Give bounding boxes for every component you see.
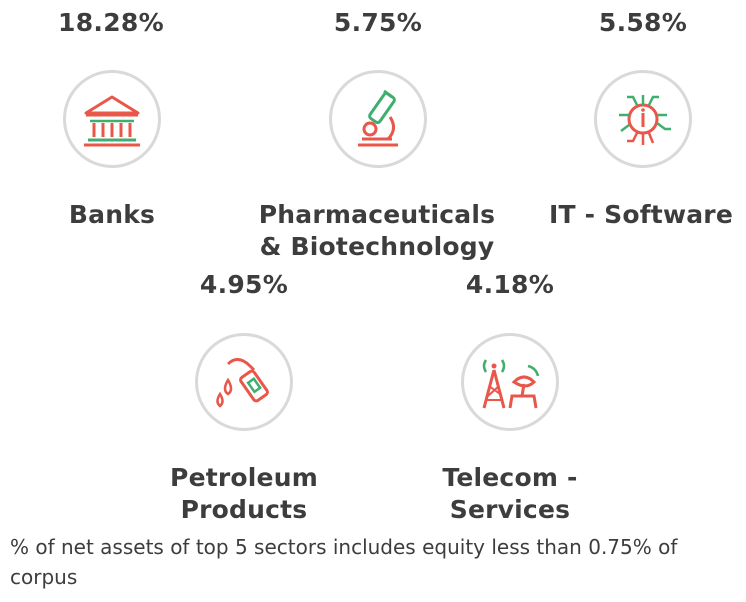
sector-icon-circle [195, 333, 293, 431]
sector-label-line: Telecom - [442, 463, 578, 492]
sector-label: Telecom - Services [410, 462, 610, 526]
sector-label: Pharmaceuticals & Biotechnology [247, 199, 507, 263]
sector-label-line: Products [180, 495, 308, 524]
sector-icon-circle [461, 333, 559, 431]
footnote: % of net assets of top 5 sectors include… [10, 535, 678, 589]
sector-label-line: Petroleum [170, 463, 318, 492]
sector-label-line: Services [449, 495, 571, 524]
bank-icon [84, 95, 140, 147]
sector-percentage: 18.28% [58, 8, 164, 37]
microscope-icon [358, 89, 398, 147]
telecom-tower-icon [482, 359, 540, 409]
sector-label: IT - Software [536, 199, 746, 231]
sector-percentage: 4.95% [199, 270, 289, 299]
sector-icon-circle [594, 70, 692, 168]
sector-label-line: IT - Software [549, 200, 733, 229]
sector-icon-circle [63, 70, 161, 168]
sector-label-line: Banks [68, 200, 156, 229]
sector-label-line: & Biotechnology [259, 232, 495, 261]
sector-percentage: 4.18% [465, 270, 555, 299]
sector-label: Banks [12, 199, 212, 231]
sector-percentage: 5.75% [333, 8, 423, 37]
sector-label: Petroleum Products [144, 462, 344, 526]
sector-label-line: Pharmaceuticals [258, 200, 496, 229]
fuel-nozzle-icon [216, 358, 269, 408]
sector-percentage: 5.58% [598, 8, 688, 37]
chip-icon [619, 95, 671, 145]
sector-icon-circle [329, 70, 427, 168]
